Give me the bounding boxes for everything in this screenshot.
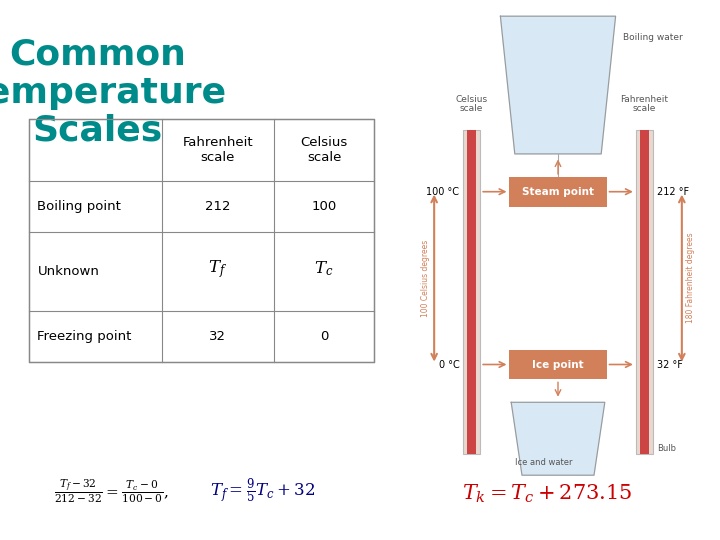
Bar xyxy=(29,119,374,362)
Text: Boiling point: Boiling point xyxy=(37,200,121,213)
Text: $T_f = \frac{9}{5}T_c + 32$: $T_f = \frac{9}{5}T_c + 32$ xyxy=(210,477,315,506)
Bar xyxy=(463,130,480,454)
Text: 100 Celsius degrees: 100 Celsius degrees xyxy=(421,239,430,317)
Polygon shape xyxy=(500,16,616,154)
Bar xyxy=(510,177,606,206)
Text: 212 °F: 212 °F xyxy=(657,187,689,197)
Text: Steam point: Steam point xyxy=(522,187,594,197)
Bar xyxy=(510,350,606,379)
Bar xyxy=(640,130,649,454)
Text: 212: 212 xyxy=(205,200,230,213)
Text: $\frac{T_f - 32}{212 - 32} = \frac{T_c - 0}{100 - 0},$: $\frac{T_f - 32}{212 - 32} = \frac{T_c -… xyxy=(54,477,169,505)
Text: 100 °C: 100 °C xyxy=(426,187,459,197)
Text: 0 °C: 0 °C xyxy=(438,360,459,369)
Text: Fahrenheit
scale: Fahrenheit scale xyxy=(182,136,253,164)
Text: Fahrenheit
scale: Fahrenheit scale xyxy=(621,94,668,113)
Text: Freezing point: Freezing point xyxy=(37,329,132,343)
Text: Celsius
scale: Celsius scale xyxy=(456,94,487,113)
Text: Celsius
scale: Celsius scale xyxy=(300,136,348,164)
Polygon shape xyxy=(511,402,605,475)
Text: 100: 100 xyxy=(311,200,337,213)
Text: 32 °F: 32 °F xyxy=(657,360,683,369)
Text: $T_k = T_c + 273.15$: $T_k = T_c + 273.15$ xyxy=(462,483,632,505)
Text: Unknown: Unknown xyxy=(37,265,99,278)
Bar xyxy=(636,130,653,454)
Text: 32: 32 xyxy=(210,329,226,343)
Text: 180 Fahrenheit degrees: 180 Fahrenheit degrees xyxy=(686,233,695,323)
Text: Bulb: Bulb xyxy=(657,444,675,453)
Text: Ice point: Ice point xyxy=(532,360,584,369)
Text: 0: 0 xyxy=(320,329,328,343)
Bar xyxy=(467,130,476,454)
Text: $T_f$: $T_f$ xyxy=(208,258,228,280)
Text: Ice and water: Ice and water xyxy=(515,458,572,467)
Text: Common
Temperature
Scales: Common Temperature Scales xyxy=(0,38,228,148)
Text: Boiling water: Boiling water xyxy=(623,33,683,42)
Text: $T_c$: $T_c$ xyxy=(315,259,333,278)
